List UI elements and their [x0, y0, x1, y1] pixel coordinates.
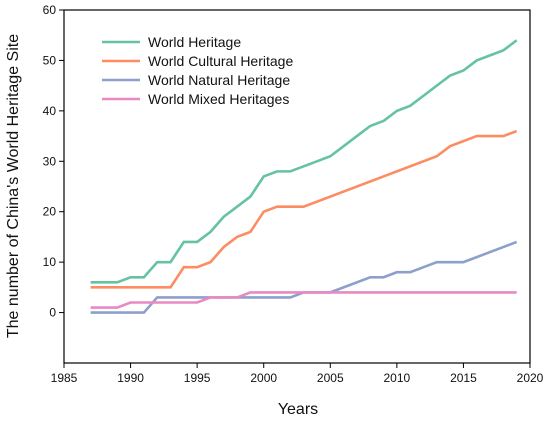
plot-frame	[63, 9, 531, 364]
y-tick-label: 30	[43, 154, 57, 168]
legend-label-world-natural-heritage: World Natural Heritage	[148, 72, 290, 88]
x-tick-label: 1985	[51, 371, 78, 385]
y-tick-label: 40	[43, 104, 57, 118]
x-tick-label: 1995	[184, 371, 211, 385]
chart-legend: World Heritage World Cultural Heritage Wor…	[102, 34, 293, 107]
legend-label-world-cultural-heritage: World Cultural Heritage	[148, 53, 293, 69]
x-axis-title: Years	[278, 401, 318, 418]
x-tick-label: 1990	[117, 371, 144, 385]
y-tick-label: 20	[43, 205, 57, 219]
series-line-world-mixed-heritages	[90, 291, 517, 309]
series-line-world-cultural-heritage	[90, 129, 518, 289]
series-line-world-heritage	[90, 39, 518, 284]
x-tick-label: 2020	[517, 371, 544, 385]
x-tick-label: 2015	[450, 371, 477, 385]
legend-label-world-heritage: World Heritage	[148, 34, 241, 50]
y-axis-title: The number of China's World Heritage Sit…	[5, 34, 22, 338]
x-tick-label: 2005	[317, 371, 344, 385]
series-line-world-natural-heritage	[90, 240, 518, 314]
y-tick-label: 0	[49, 306, 56, 320]
legend-label-world-mixed-heritages: World Mixed Heritages	[148, 91, 289, 107]
x-tick-label: 2000	[250, 371, 277, 385]
y-tick-label: 50	[43, 53, 57, 67]
y-tick-label: 10	[43, 255, 57, 269]
series-layer	[90, 39, 518, 314]
axes-layer: 1985 1990 1995 2000 2005 2010 2015 2020 0 10 20 30 4…	[43, 3, 544, 385]
y-tick-label: 60	[43, 3, 57, 17]
x-tick-label: 2010	[384, 371, 411, 385]
